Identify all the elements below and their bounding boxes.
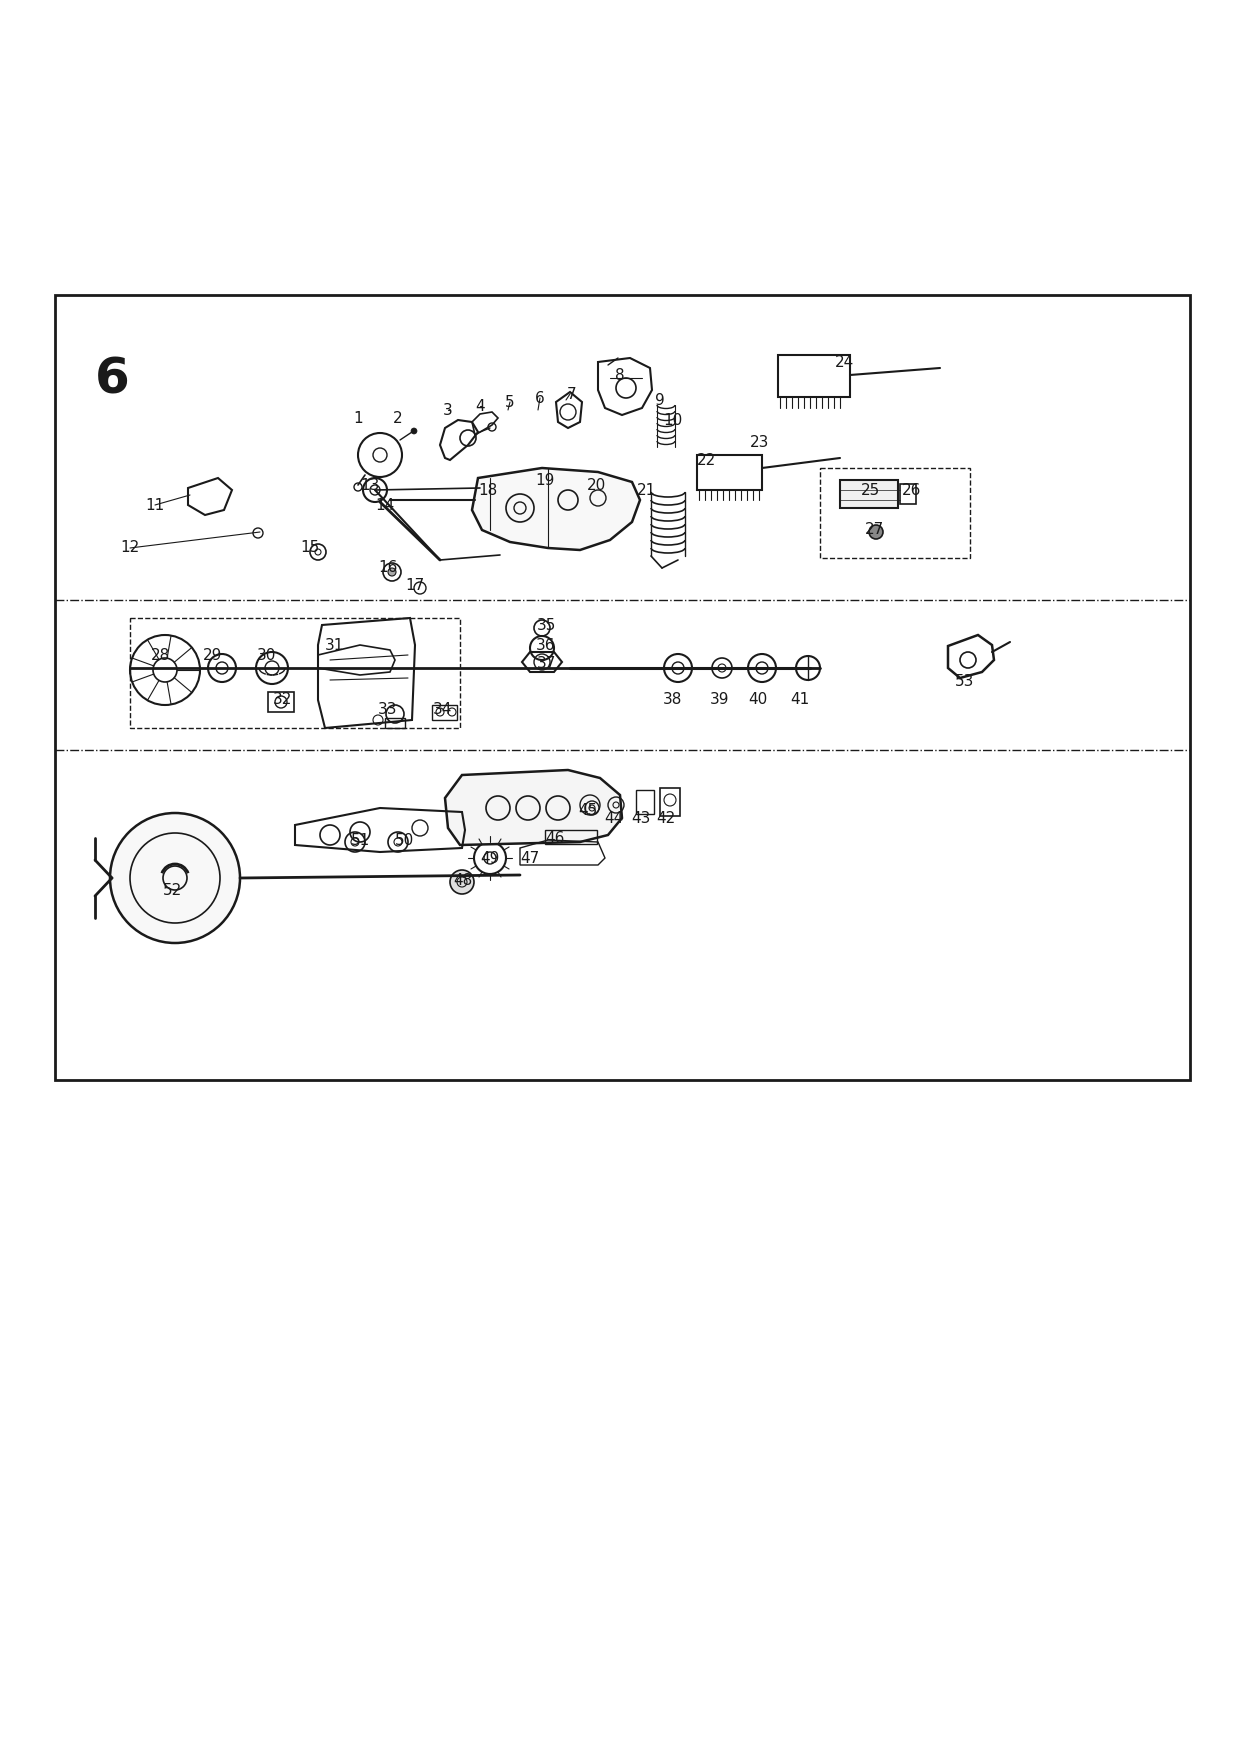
Text: 32: 32 (272, 693, 292, 707)
Text: 43: 43 (632, 811, 650, 825)
Text: 6: 6 (96, 355, 130, 404)
Polygon shape (446, 770, 622, 844)
Text: 45: 45 (578, 802, 598, 818)
Bar (778, 355, 850, 397)
Text: 29: 29 (204, 648, 222, 662)
Text: 51: 51 (350, 832, 370, 848)
Text: 14: 14 (375, 497, 395, 512)
Text: 49: 49 (480, 851, 500, 865)
Text: 7: 7 (567, 386, 577, 402)
Text: 47: 47 (520, 851, 540, 865)
Text: 48: 48 (453, 872, 473, 888)
Bar (545, 830, 597, 844)
Text: 22: 22 (697, 453, 716, 467)
Text: 41: 41 (791, 693, 809, 707)
Text: 36: 36 (536, 637, 556, 653)
Text: 52: 52 (164, 883, 182, 897)
Text: 28: 28 (150, 648, 170, 662)
Bar (635, 790, 654, 814)
Text: 40: 40 (748, 693, 768, 707)
Text: 21: 21 (637, 483, 655, 497)
Text: 10: 10 (664, 412, 683, 428)
Circle shape (869, 525, 884, 539)
Text: 23: 23 (751, 435, 769, 449)
Text: 6: 6 (535, 391, 545, 405)
Text: 37: 37 (536, 656, 556, 672)
Text: 34: 34 (433, 702, 453, 718)
Bar (697, 455, 762, 490)
Text: 33: 33 (379, 702, 398, 718)
Text: 44: 44 (604, 811, 624, 825)
Text: 27: 27 (865, 523, 885, 537)
Text: 39: 39 (710, 693, 730, 707)
Circle shape (411, 428, 417, 433)
Text: 16: 16 (379, 560, 397, 576)
Text: 4: 4 (475, 398, 485, 414)
Text: 15: 15 (300, 541, 320, 556)
Bar (268, 691, 294, 713)
Bar (840, 481, 898, 507)
Text: 1: 1 (354, 411, 362, 425)
Text: 25: 25 (860, 483, 880, 497)
Text: 3: 3 (443, 402, 453, 418)
Text: 46: 46 (545, 830, 565, 846)
Bar (55, 295, 1190, 1079)
Circle shape (450, 870, 474, 893)
Text: 20: 20 (587, 477, 606, 493)
Text: 5: 5 (505, 395, 515, 409)
Text: 24: 24 (835, 355, 855, 370)
Text: 31: 31 (325, 637, 345, 653)
Text: 42: 42 (656, 811, 675, 825)
Bar (660, 788, 680, 816)
Circle shape (388, 569, 396, 576)
Polygon shape (472, 469, 640, 549)
Text: 50: 50 (395, 832, 413, 848)
Text: 26: 26 (902, 483, 922, 497)
Text: 2: 2 (393, 411, 403, 425)
Text: 38: 38 (663, 693, 681, 707)
Bar (820, 469, 970, 558)
Bar (130, 618, 460, 728)
Text: 30: 30 (257, 648, 276, 662)
Bar (432, 706, 457, 720)
Text: 13: 13 (360, 477, 380, 493)
Text: 19: 19 (535, 472, 555, 488)
Bar (385, 718, 405, 728)
Text: 12: 12 (120, 541, 140, 556)
Bar (900, 484, 916, 504)
Text: 18: 18 (478, 483, 498, 497)
Text: 9: 9 (655, 393, 665, 407)
Text: 8: 8 (616, 367, 624, 383)
Text: 35: 35 (536, 618, 556, 632)
Text: 53: 53 (956, 674, 974, 690)
Text: 11: 11 (145, 497, 165, 512)
Circle shape (110, 813, 240, 942)
Text: 17: 17 (406, 577, 424, 593)
